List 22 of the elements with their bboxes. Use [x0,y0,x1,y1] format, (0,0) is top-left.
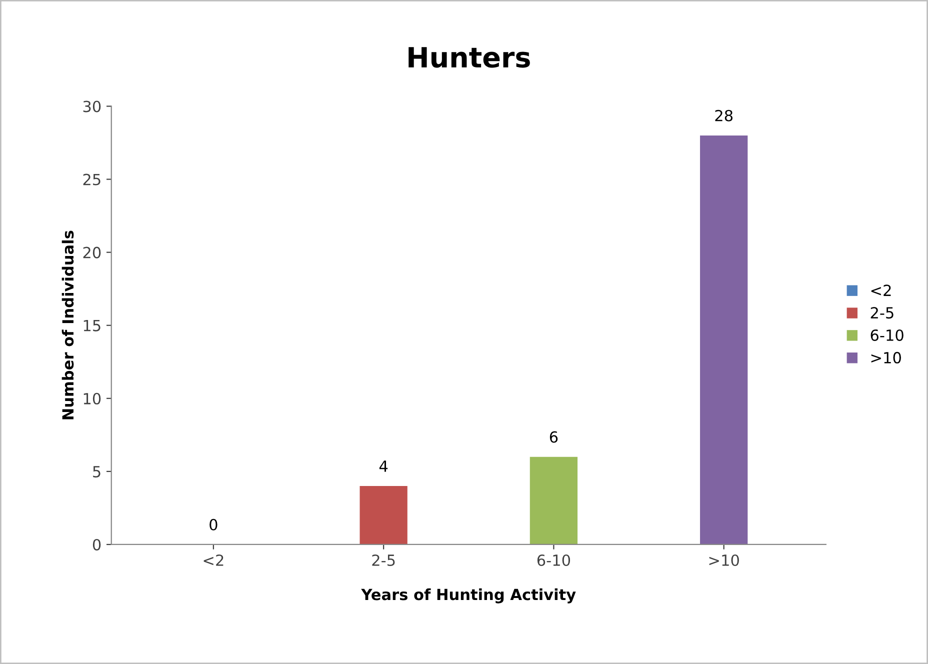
data-label: 4 [379,460,388,472]
data-label: 6 [550,431,558,443]
legend-label: 6-10 [870,329,904,342]
chart-title: Hunters [408,47,530,68]
x-tick-label: 6-10 [537,554,570,566]
legend-label: >10 [871,352,901,364]
y-tick-label: 25 [83,174,100,186]
x-tick-label: 2-5 [372,554,395,566]
y-tick-label: 10 [84,392,101,404]
y-tick-label: 0 [92,538,101,550]
data-label: 28 [715,110,733,122]
y-tick-label: 20 [83,246,101,258]
data-label: 0 [210,518,218,530]
legend-label: 2-5 [870,307,894,319]
y-axis-title: Number of Individuals [62,230,74,420]
y-tick-label: 30 [83,100,101,112]
x-tick-label: <2 [204,554,224,566]
x-tick-label: >10 [709,554,739,566]
legend-label: <2 [871,284,891,296]
x-axis-title: Years of Hunting Activity [361,588,576,604]
y-tick-label: 5 [93,466,100,478]
y-tick-label: 15 [84,320,100,332]
